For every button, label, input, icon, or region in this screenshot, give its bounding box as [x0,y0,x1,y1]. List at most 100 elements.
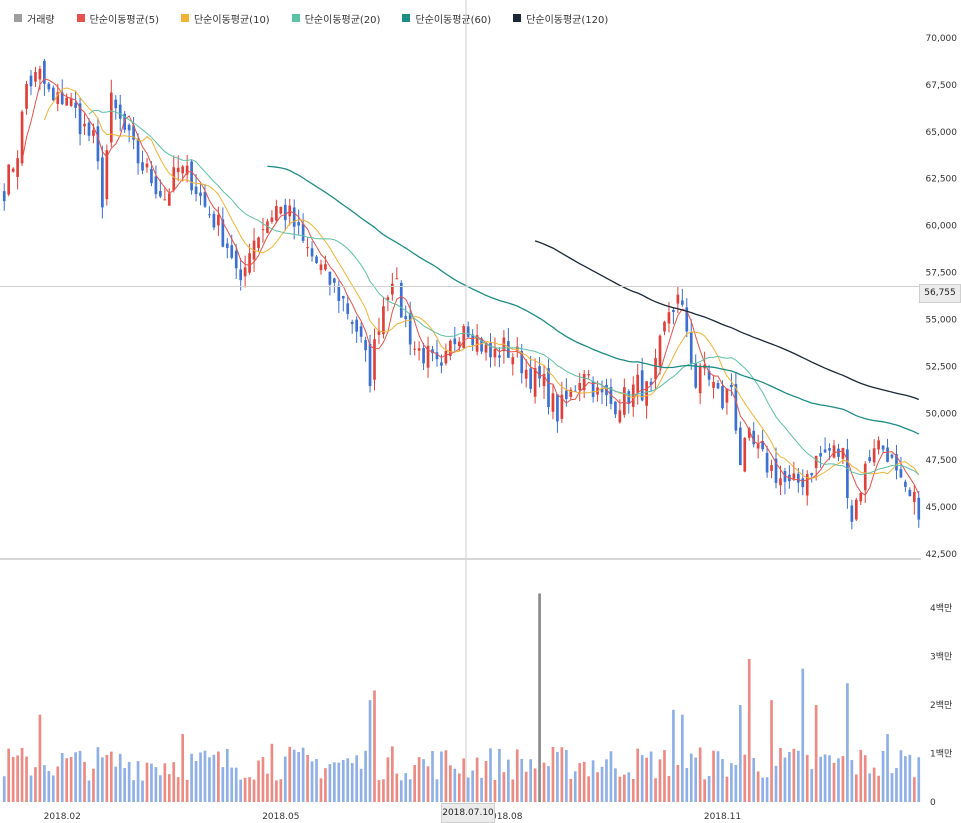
candle-body [346,303,350,314]
candle [346,294,350,320]
volume-bar [524,771,528,802]
volume-bar [399,780,403,802]
legend-item[interactable]: 단순이동평균(10) [180,11,270,26]
legend-item[interactable]: 단순이동평균(60) [402,11,491,26]
candle [413,341,416,356]
candle-body [868,457,872,461]
candle-body [172,167,176,191]
candle [904,479,907,492]
candle-body [181,166,185,174]
candle [551,385,555,420]
candle [801,469,805,496]
candle [141,150,144,175]
volume-bar [118,753,122,802]
volume-bar [92,768,95,802]
candle [694,354,698,389]
volume-bar [217,751,220,802]
candle-body [912,491,916,502]
legend-item[interactable]: 단순이동평균(5) [76,11,159,26]
candle-body [417,348,421,351]
candle [306,237,309,257]
volume-bar [301,747,305,802]
candle-body [582,374,586,391]
legend-item[interactable]: 거래량 [14,11,55,26]
candle-body [846,449,849,498]
volume-tick-label: 0 [930,798,936,808]
volume-bar [832,762,836,802]
volume-bar [283,756,287,802]
volume-bar [556,752,559,802]
volume-bar [159,775,162,802]
volume-bar [471,770,474,802]
date-tick-label: 2018.05 [262,812,299,822]
candle-body [801,478,805,488]
candle [524,359,528,388]
legend-item[interactable]: 단순이동평균(20) [291,11,380,26]
candle [337,280,341,313]
candle-body [814,455,818,468]
legend-swatch [291,14,300,22]
candle-body [881,445,885,450]
candle-body [96,126,100,162]
candle-body [475,335,479,352]
legend-swatch [402,14,411,22]
volume-bar [783,757,787,802]
volume-bar [230,767,234,802]
candle-body [810,473,814,476]
legend-item[interactable]: 단순이동평균(120) [513,11,608,26]
volume-bar [649,751,653,802]
candle-body [118,104,122,119]
legend-label: 단순이동평균(5) [89,14,159,26]
candle-body [382,306,385,335]
candle [877,436,880,455]
candle [636,363,640,405]
volume-bar [667,776,671,802]
candle [471,329,474,352]
candle [564,378,568,407]
volume-bar [489,748,492,802]
candle [498,347,501,368]
candle-body [578,383,582,391]
legend-label: 단순이동평균(10) [193,14,270,26]
candle [399,280,403,318]
volume-bar [636,748,640,802]
candle-body [645,381,648,406]
candle-body [591,381,595,397]
volume-bar [355,755,359,802]
ma-line [534,240,920,401]
candle [435,339,439,367]
candle-body [51,87,55,101]
volume-bar [886,734,889,802]
candle-body [319,264,323,271]
candle-body [395,278,399,280]
candle-body [266,221,269,233]
volume-bar [145,762,149,802]
candle-body [444,350,448,364]
candle-body [248,253,251,273]
volume-bar [627,772,631,802]
volume-bar [194,761,198,802]
candle [261,217,265,243]
volume-bar [560,747,564,802]
crosshair [0,0,921,802]
candle [444,343,448,366]
candle [60,79,64,106]
candle [587,369,590,380]
volume-bar [422,759,425,802]
candle [890,453,894,460]
candle-body [333,278,336,283]
candle-body [101,157,104,208]
candle-body [805,474,809,496]
candle [234,244,238,280]
price-tick-label: 47,500 [926,456,958,466]
candle [823,437,827,454]
candle-body [627,391,631,404]
candle [364,336,367,362]
candle-body [230,245,234,258]
volume-bar [596,772,599,802]
volume-bar [658,759,662,802]
candle [489,333,492,368]
volume-bar [640,755,644,802]
candle [672,307,675,325]
volume-bar [252,779,256,802]
